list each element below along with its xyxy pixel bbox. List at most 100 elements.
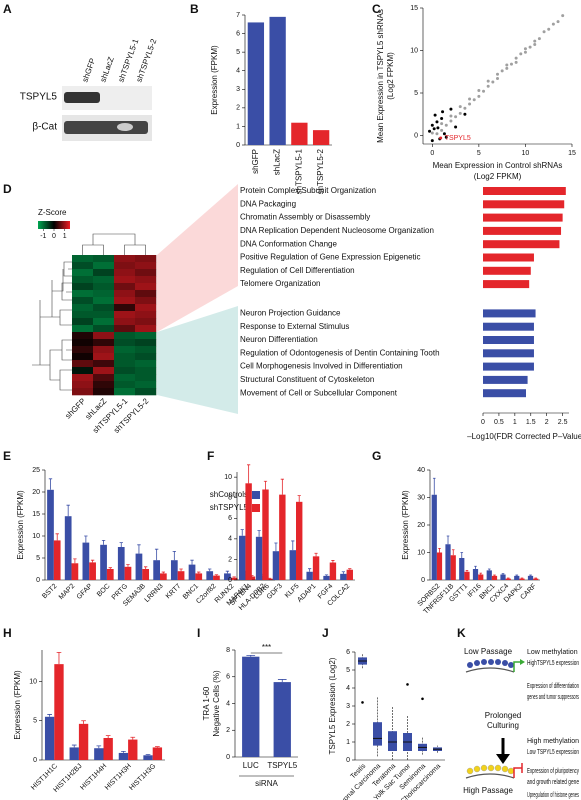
bar bbox=[289, 550, 296, 580]
point bbox=[477, 94, 481, 98]
error-bar bbox=[451, 549, 455, 556]
y-tick-label: 15 bbox=[32, 511, 40, 518]
bar bbox=[483, 322, 534, 331]
blot-band bbox=[117, 123, 133, 131]
bar bbox=[124, 566, 132, 580]
y-tick-label: 0 bbox=[346, 757, 350, 764]
bar bbox=[483, 266, 531, 275]
x-tick-label: MAP2 bbox=[58, 583, 77, 602]
error-bar bbox=[105, 735, 111, 738]
y-tick-label: 30 bbox=[417, 494, 425, 501]
x-tick-label: 1.5 bbox=[526, 419, 536, 426]
bar bbox=[54, 664, 64, 760]
heat-cell bbox=[114, 374, 136, 382]
active-arrow bbox=[513, 661, 522, 672]
diagram-note: Expression of differentiation bbox=[527, 683, 579, 690]
error-bar bbox=[197, 571, 201, 574]
x-tick-label: 15 bbox=[568, 150, 576, 157]
y-axis-label: Negative Cells (%) bbox=[212, 670, 221, 737]
y-tick-label: 0 bbox=[228, 577, 232, 584]
heat-cell bbox=[114, 283, 136, 291]
colorbar-tick-label: 0 bbox=[52, 233, 56, 240]
x-tick-label: 5 bbox=[477, 150, 481, 157]
heat-cell bbox=[114, 388, 136, 396]
bar bbox=[103, 738, 113, 760]
heat-cell bbox=[114, 339, 136, 347]
y-tick-label: 5 bbox=[346, 667, 350, 674]
bar bbox=[195, 573, 203, 580]
error-bar bbox=[155, 746, 160, 748]
dna-strand bbox=[465, 667, 515, 673]
y-tick-label: 2 bbox=[226, 727, 230, 734]
bar bbox=[69, 747, 79, 760]
heat-cell bbox=[93, 360, 115, 368]
heat-cell bbox=[93, 311, 115, 319]
bar bbox=[262, 489, 269, 580]
bar bbox=[128, 739, 138, 760]
y-tick-label: 10 bbox=[29, 678, 37, 685]
point bbox=[500, 69, 504, 73]
heat-cell bbox=[135, 374, 157, 382]
y-tick-label: 5 bbox=[414, 90, 418, 97]
x-tick-label: CARF bbox=[519, 583, 537, 601]
bar bbox=[527, 575, 534, 580]
error-bar bbox=[81, 720, 86, 724]
heat-cell bbox=[72, 318, 94, 326]
bar bbox=[323, 575, 330, 580]
heat-cell bbox=[93, 374, 115, 382]
point bbox=[442, 132, 446, 136]
point bbox=[441, 110, 445, 114]
bar bbox=[296, 501, 303, 580]
shade bbox=[157, 184, 238, 332]
error-bar bbox=[179, 568, 183, 572]
point bbox=[449, 114, 453, 118]
x-tick-label: shTSPYL5-2 bbox=[316, 148, 325, 194]
heat-cell bbox=[72, 346, 94, 354]
bar bbox=[153, 560, 160, 580]
bar bbox=[505, 578, 511, 580]
y-tick-label: 6 bbox=[226, 674, 230, 681]
point bbox=[430, 123, 434, 127]
x-tick-label: ADAP1 bbox=[296, 583, 317, 604]
diagram-note: and growth related gene bbox=[527, 779, 579, 786]
x-tick-label: 0.5 bbox=[494, 419, 504, 426]
point bbox=[542, 30, 546, 34]
error-bar bbox=[263, 480, 268, 490]
point bbox=[509, 62, 513, 66]
error-bar bbox=[257, 530, 261, 537]
error-bar bbox=[348, 568, 352, 570]
error-bar bbox=[126, 564, 130, 567]
y-tick-label: 40 bbox=[417, 467, 425, 474]
bar bbox=[483, 240, 560, 249]
bar bbox=[106, 569, 114, 580]
dendrogram bbox=[82, 233, 146, 255]
bar bbox=[160, 573, 167, 580]
x-tick-label: 0 bbox=[430, 150, 434, 157]
error-bar bbox=[214, 574, 219, 576]
term-label: DNA Conformation Change bbox=[240, 239, 337, 248]
dna-strand bbox=[465, 773, 515, 779]
y-tick-label: 20 bbox=[32, 489, 40, 496]
bar bbox=[44, 716, 55, 760]
x-tick-label: 2 bbox=[545, 419, 549, 426]
shade bbox=[157, 306, 238, 414]
x-tick-label: C2orf82 bbox=[195, 583, 218, 606]
heat-cell bbox=[114, 290, 136, 298]
methyl-groups bbox=[466, 764, 515, 775]
heat-cell bbox=[114, 269, 136, 277]
bar bbox=[269, 16, 286, 145]
bar bbox=[82, 542, 90, 580]
heat-cell bbox=[114, 381, 136, 389]
y-tick-label: 1 bbox=[236, 123, 240, 130]
error-bar bbox=[48, 478, 53, 490]
y-tick-label: 2 bbox=[228, 556, 232, 563]
colorbar-tick-label: -1 bbox=[40, 233, 46, 240]
y-tick-label: 5 bbox=[33, 718, 37, 725]
error-bar bbox=[208, 568, 212, 572]
diagram-label: Prolonged bbox=[485, 711, 521, 720]
heat-cell bbox=[93, 262, 115, 270]
y-tick-label: 10 bbox=[32, 533, 40, 540]
blot-band bbox=[64, 121, 148, 134]
bar bbox=[329, 562, 337, 580]
